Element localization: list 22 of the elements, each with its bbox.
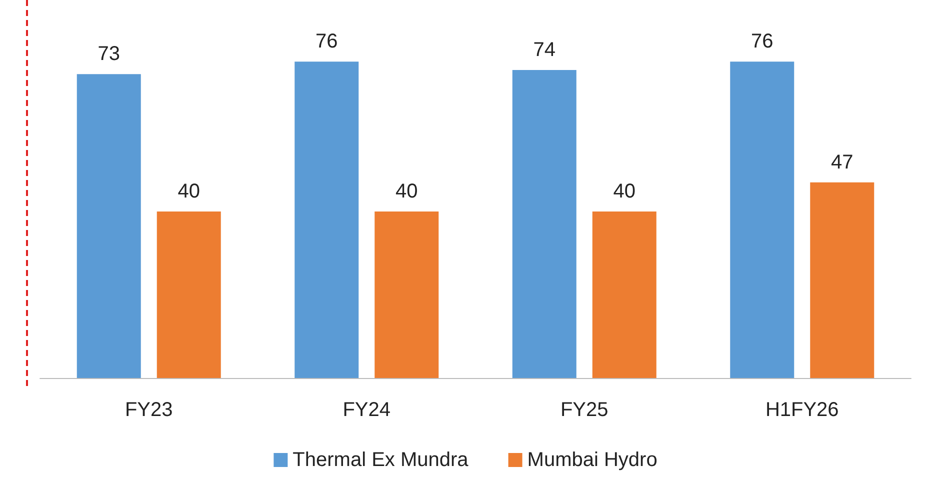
x-tick-label: FY24	[342, 399, 391, 421]
bar	[374, 212, 439, 378]
legend-label: Thermal Ex Mundra	[292, 449, 470, 471]
data-label: 73	[98, 43, 120, 66]
data-label: 40	[613, 180, 636, 202]
x-tick-label: FY25	[560, 399, 608, 421]
bar	[512, 70, 576, 378]
bar	[156, 212, 221, 378]
data-label: 74	[533, 38, 556, 61]
data-label: 40	[178, 180, 200, 202]
legend-label: Mumbai Hydro	[527, 449, 658, 471]
data-label: 76	[316, 30, 338, 53]
data-label: 76	[751, 30, 774, 53]
x-tick-label: FY23	[124, 399, 173, 421]
bar	[810, 182, 874, 378]
data-label: 40	[396, 180, 418, 202]
bar	[294, 62, 359, 378]
bar	[730, 62, 794, 378]
data-label: 47	[831, 151, 854, 174]
bar	[592, 212, 656, 378]
x-tick-label: H1FY26	[765, 399, 839, 421]
bar	[76, 74, 141, 378]
